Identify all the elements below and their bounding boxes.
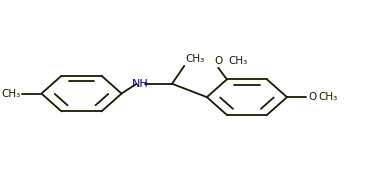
Text: CH₃: CH₃ — [185, 54, 204, 64]
Text: CH₃: CH₃ — [318, 92, 337, 102]
Text: CH₃: CH₃ — [228, 56, 247, 66]
Text: O: O — [309, 92, 317, 102]
Text: O: O — [214, 56, 222, 66]
Text: CH₃: CH₃ — [1, 89, 20, 99]
Text: NH: NH — [132, 79, 149, 89]
